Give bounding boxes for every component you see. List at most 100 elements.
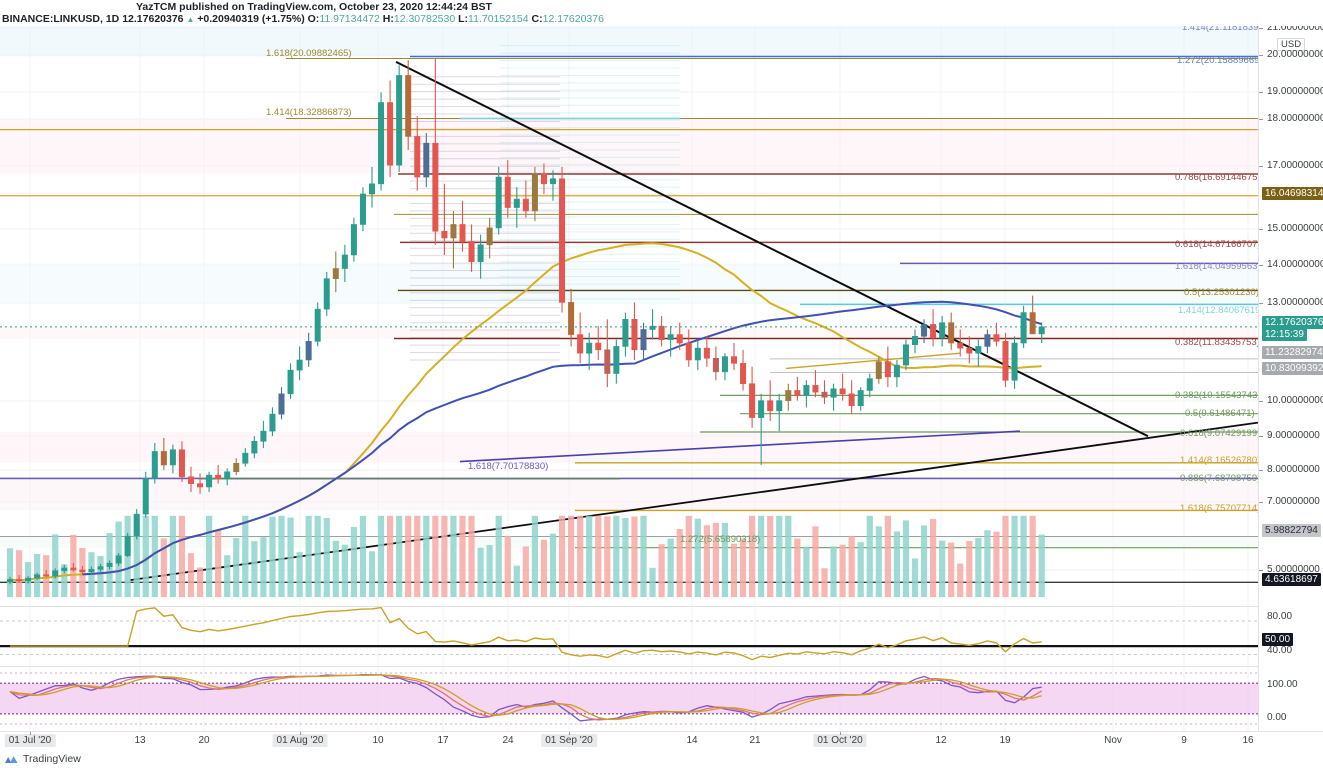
volume-bar bbox=[387, 515, 394, 598]
candle-body bbox=[25, 577, 32, 582]
volume-bar bbox=[61, 564, 68, 598]
price-label-1123: 11.23282974 bbox=[1262, 346, 1323, 359]
rsi-pane[interactable] bbox=[0, 606, 1258, 666]
candle-body bbox=[830, 388, 837, 398]
candle-body bbox=[350, 224, 357, 256]
candle-body bbox=[803, 385, 810, 396]
time-label: 14 bbox=[686, 735, 698, 746]
fib-label-1414-816: 1.414(8.16526780) bbox=[1180, 455, 1258, 466]
time-label: Nov bbox=[1104, 735, 1122, 746]
tradingview-logo[interactable]: TradingView bbox=[4, 753, 81, 765]
ascending-support-line bbox=[459, 430, 1021, 463]
candle-body bbox=[224, 471, 231, 479]
price-change: +0.20940319 (+1.75%) bbox=[197, 13, 305, 25]
time-label: 21 bbox=[749, 735, 761, 746]
candle-body bbox=[694, 347, 701, 361]
candle-body bbox=[16, 579, 23, 582]
candle-body bbox=[459, 224, 466, 242]
volume-bar bbox=[314, 515, 321, 598]
volume-bar bbox=[287, 517, 294, 598]
candle-body bbox=[215, 474, 222, 479]
tradingview-logo-icon bbox=[5, 755, 18, 763]
candle-body bbox=[549, 178, 556, 185]
candle-body bbox=[368, 183, 375, 195]
chart-container[interactable]: 1.414(21.11818396) 1.618(20.09882465) 1.27… bbox=[0, 22, 1323, 768]
candle-body bbox=[468, 241, 475, 263]
volume-bar bbox=[586, 515, 593, 598]
time-axis[interactable]: 01 Jul '20 13 20 01 Aug '20 10 17 24 01 Sep '20… bbox=[0, 731, 1323, 751]
candle-body bbox=[287, 369, 294, 395]
volume-bar bbox=[712, 522, 719, 598]
candle-body bbox=[43, 574, 50, 577]
candle-body bbox=[486, 227, 493, 246]
time-label: 17 bbox=[437, 735, 449, 746]
candle-body bbox=[993, 334, 1000, 342]
volume-bar bbox=[613, 515, 620, 598]
price-tick-10: 10.00000000 bbox=[1258, 395, 1323, 406]
candle-body bbox=[450, 224, 457, 239]
time-label: 19 bbox=[999, 735, 1011, 746]
stochastic-d-line bbox=[9, 674, 1043, 721]
tradingview-brand: TradingView bbox=[23, 753, 81, 765]
candle-body bbox=[966, 347, 973, 354]
volume-bar bbox=[803, 546, 810, 598]
candle-body bbox=[115, 555, 122, 564]
volume-bar bbox=[767, 515, 774, 598]
candle-body bbox=[712, 357, 719, 373]
symbol-label[interactable]: BINANCE:LINKUSD, bbox=[2, 13, 103, 25]
candle-body bbox=[133, 513, 140, 537]
time-label: 01 Oct '20 bbox=[813, 734, 867, 747]
stochastic-pane[interactable] bbox=[0, 666, 1258, 731]
volume-bar bbox=[224, 555, 231, 598]
candle-body bbox=[260, 430, 267, 442]
volume-bar bbox=[423, 515, 430, 598]
time-label: 01 Jul '20 bbox=[4, 734, 56, 747]
candle-body bbox=[975, 346, 982, 354]
price-pane[interactable]: 1.414(21.11818396) 1.618(20.09882465) 1.27… bbox=[0, 26, 1258, 606]
candle-body bbox=[559, 178, 566, 303]
fib-label-1272-2015: 1.272(20.15889669) bbox=[1177, 55, 1258, 66]
volume-bar bbox=[848, 536, 855, 598]
candle-body bbox=[902, 344, 909, 366]
candle-body bbox=[314, 308, 321, 342]
volume-bar bbox=[758, 515, 765, 598]
candle-body bbox=[821, 391, 828, 398]
volume-bar bbox=[830, 546, 837, 598]
price-label-16: 16.04698314 bbox=[1262, 187, 1323, 200]
time-label: 12 bbox=[935, 735, 947, 746]
candle-body bbox=[685, 342, 692, 361]
volume-bar bbox=[450, 515, 457, 598]
candle-body bbox=[540, 173, 547, 185]
volume-bar bbox=[812, 526, 819, 598]
candle-body bbox=[477, 244, 484, 263]
candle-body bbox=[948, 322, 955, 344]
volume-bar bbox=[368, 551, 376, 598]
price-axis[interactable]: USD 21.00000000 20.00000000 19.00000000 18.… bbox=[1258, 22, 1323, 731]
open-value: 11.97134472 bbox=[319, 13, 380, 25]
interval-label[interactable]: 1D bbox=[105, 13, 120, 25]
volume-bar bbox=[531, 515, 538, 598]
fib-label-05-1325: 0.5(13.25301230) bbox=[1184, 287, 1258, 298]
candle-body bbox=[730, 356, 737, 364]
price-label-463: 4.63618697 bbox=[1262, 573, 1321, 586]
price-tick-7: 7.00000000 bbox=[1259, 496, 1320, 507]
chart-header: YazTCM published on TradingView.com, Oct… bbox=[0, 0, 1323, 26]
volume-bar bbox=[957, 563, 964, 598]
fib-label-0382-1015: 0.382(10.15543743) bbox=[1175, 390, 1258, 401]
volume-bar bbox=[785, 515, 792, 598]
time-label: 24 bbox=[502, 735, 514, 746]
candle-body bbox=[387, 102, 394, 166]
candle-body bbox=[323, 278, 330, 310]
candle-body bbox=[97, 566, 104, 570]
low-key: L: bbox=[458, 13, 469, 25]
candle-body bbox=[1020, 312, 1027, 344]
volume-bar bbox=[459, 515, 466, 598]
fib-label-1414-1284: 1.414(12.84067619) bbox=[1178, 305, 1258, 316]
volume-bar bbox=[513, 565, 520, 598]
volume-bar bbox=[178, 515, 186, 598]
time-tick bbox=[300, 732, 301, 735]
stochastic-canvas bbox=[0, 667, 1258, 731]
volume-bar bbox=[260, 537, 267, 598]
candle-body bbox=[631, 319, 638, 351]
candle-body bbox=[142, 478, 149, 515]
